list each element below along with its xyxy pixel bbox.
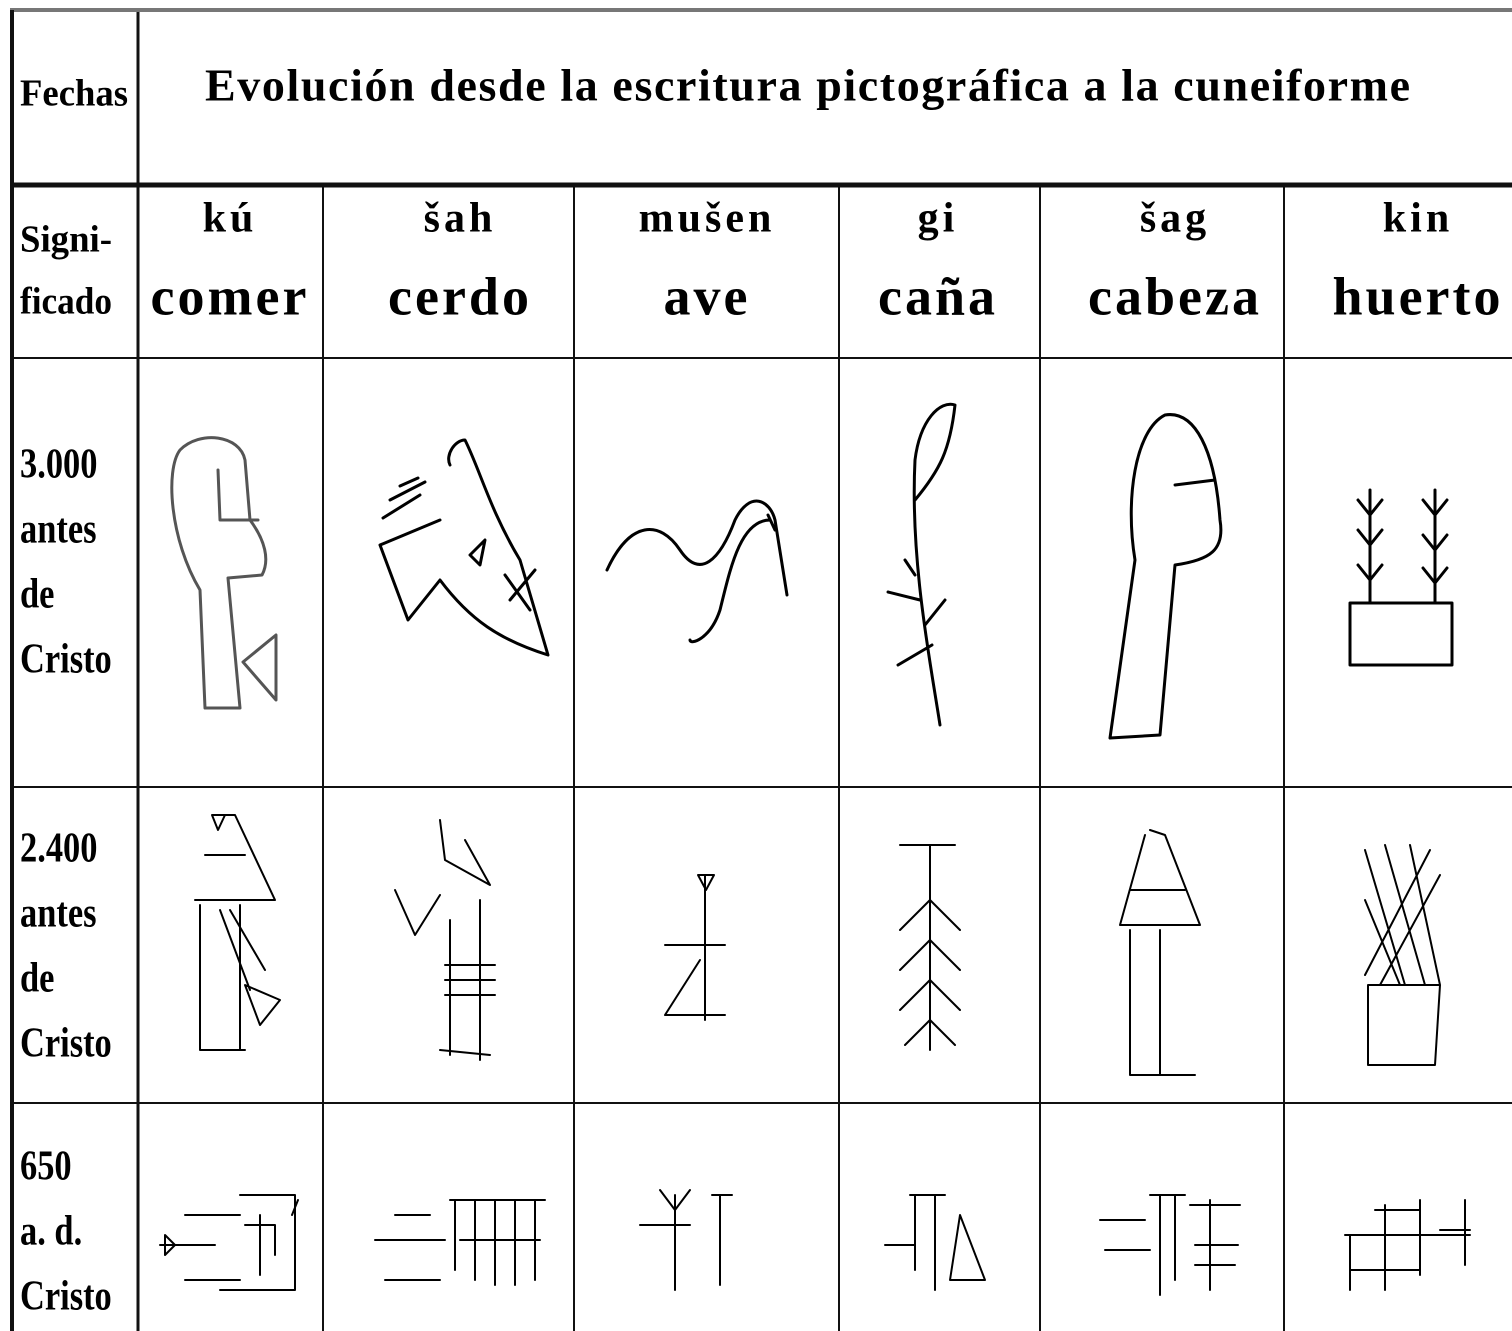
glyph: [194, 814, 281, 1051]
glyph: [170, 436, 278, 710]
period-label: Cristo: [20, 637, 112, 683]
spanish-meaning: comer: [151, 266, 310, 326]
glyph: [378, 438, 550, 657]
sumerian-word: mušen: [639, 196, 776, 242]
dates-label: Fechas: [20, 73, 128, 115]
glyph: [899, 844, 961, 1051]
pictographs: [170, 402, 1454, 740]
glyph: [1099, 1194, 1241, 1296]
sumerian-word: šah: [424, 196, 497, 242]
glyph: [639, 1189, 733, 1291]
meaning-label: Signi-: [20, 219, 112, 261]
glyph: [886, 402, 957, 727]
spanish-meaning: cabeza: [1088, 266, 1262, 326]
period-label: a. d.: [20, 1209, 82, 1255]
spanish-meaning: huerto: [1333, 266, 1504, 326]
glyph: [1364, 844, 1441, 1066]
glyph: [884, 1194, 986, 1291]
period-label: antes: [20, 891, 97, 937]
spanish-meaning: caña: [878, 266, 998, 326]
glyph: [664, 874, 726, 1021]
sumerian-word: kin: [1383, 196, 1453, 242]
period-label: 3.000: [20, 442, 97, 488]
period-label: Cristo: [20, 1021, 112, 1067]
glyph: [1119, 829, 1201, 1076]
period-label: de: [20, 572, 54, 618]
sumerian-word: šag: [1140, 196, 1210, 242]
glyph: [1348, 488, 1454, 667]
period-label: antes: [20, 507, 97, 553]
glyph: [605, 499, 789, 644]
period-label: de: [20, 956, 54, 1002]
glyph: [394, 819, 496, 1061]
meaning-label: ficado: [20, 281, 112, 323]
period-label: 650: [20, 1144, 72, 1190]
period-label: Cristo: [20, 1274, 112, 1320]
table-title: Evolución desde la escritura pictográfic…: [205, 60, 1410, 111]
sumerian-word: gi: [918, 196, 959, 242]
late-cuneiform: [159, 1189, 1471, 1296]
early-cuneiform: [194, 814, 1441, 1076]
glyph: [1344, 1199, 1471, 1291]
glyph: [374, 1199, 546, 1286]
sumerian-word: kú: [203, 196, 258, 242]
spanish-meaning: cerdo: [388, 266, 532, 326]
spanish-meaning: ave: [664, 266, 751, 326]
glyph: [159, 1194, 299, 1291]
period-label: 2.400: [20, 826, 97, 872]
glyph: [1108, 413, 1223, 740]
table-rules: [10, 8, 1512, 1331]
